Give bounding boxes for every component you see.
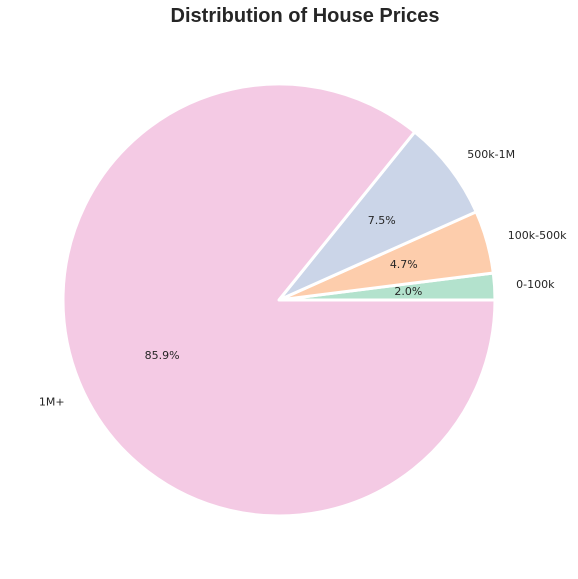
slice-label: 0-100k [516, 278, 555, 291]
slice-label: 100k-500k [508, 229, 567, 242]
slice-percentage-label: 4.7% [390, 258, 418, 271]
slice-label: 500k-1M [467, 148, 515, 161]
slice-percentage-label: 7.5% [368, 214, 396, 227]
slice-percentage-label: 2.0% [394, 285, 422, 298]
slice-label: 1M+ [39, 395, 65, 408]
slice-percentage-label: 85.9% [145, 349, 180, 362]
pie-slices [61, 82, 497, 518]
pie-slice-500k-1m [277, 130, 478, 302]
pie-slice-1m- [61, 82, 497, 518]
pie-labels: 0-100k 2.0% 100k-500k 4.7% 500k-1M 7.5% 1M+ 85.… [39, 148, 567, 408]
chart-title: Distribution of House Prices [171, 5, 440, 27]
